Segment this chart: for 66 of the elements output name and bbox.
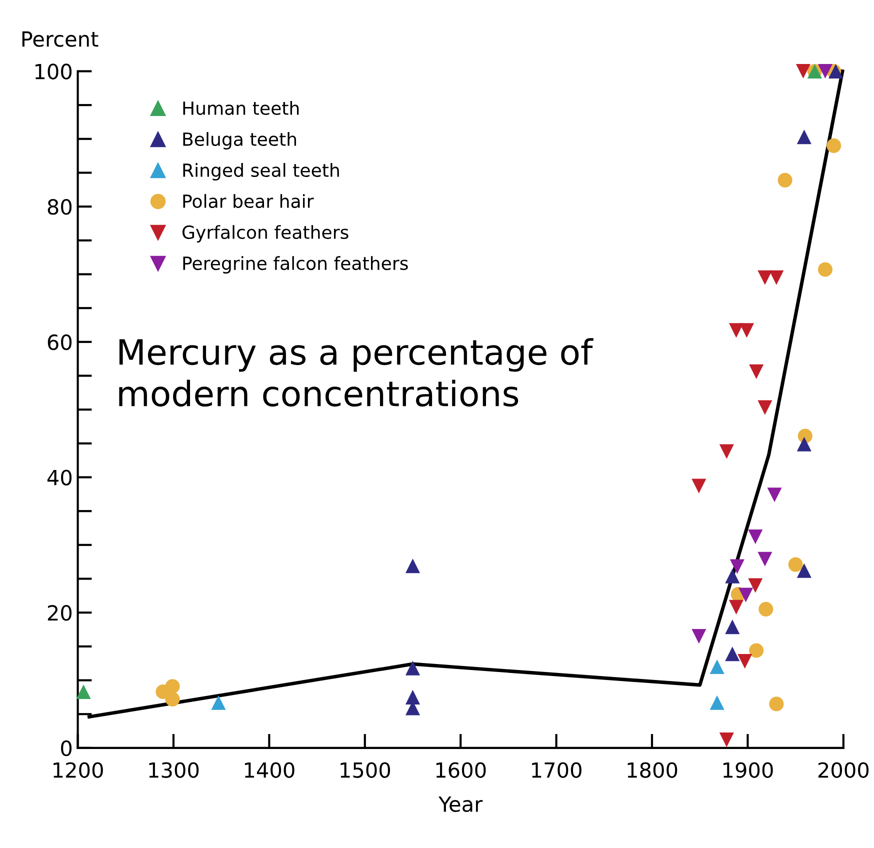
point: [405, 558, 420, 574]
x-tick-label: 1300: [149, 762, 199, 778]
point: [758, 400, 772, 415]
point: [748, 578, 763, 593]
y-tick-label: 40: [47, 470, 72, 486]
annotation: Mercury as a percentage of modern concentrations: [119, 338, 594, 407]
point: [710, 695, 724, 710]
point: [769, 270, 784, 285]
point: [826, 138, 842, 153]
point: [405, 660, 420, 676]
point: [769, 696, 784, 712]
legend-label: Gyrfalcon feathers: [182, 225, 348, 243]
y-tick-label: 100: [35, 64, 72, 80]
point: [692, 628, 706, 644]
point: [818, 64, 833, 79]
point: [758, 552, 772, 566]
legend-label: Polar bear hair: [183, 194, 314, 208]
point: [796, 563, 812, 578]
point: [758, 270, 772, 285]
point: [725, 568, 740, 584]
point: [725, 620, 740, 634]
point: [719, 444, 734, 459]
point: [796, 130, 812, 144]
y-tick-label: 20: [48, 605, 72, 621]
point: [788, 557, 803, 572]
point: [738, 588, 754, 602]
point: [739, 323, 754, 338]
point: [692, 478, 706, 494]
point: [796, 64, 810, 79]
point: [76, 684, 91, 700]
point: [749, 643, 764, 658]
point: [710, 659, 724, 674]
y-tick-label: 0: [61, 740, 72, 756]
point: [749, 364, 764, 379]
point: [165, 679, 180, 694]
point: [728, 600, 744, 614]
y-axis-title: Percent: [22, 31, 98, 47]
point: [725, 646, 740, 662]
point: [405, 690, 420, 704]
point: [738, 654, 752, 669]
point: [728, 323, 744, 338]
point: [818, 262, 833, 277]
point: [758, 602, 774, 616]
point: [730, 559, 744, 574]
y-tick-label: 60: [48, 334, 72, 350]
x-tick-label: 1400: [244, 762, 294, 778]
point: [165, 692, 180, 706]
point: [796, 436, 812, 452]
legend-label: Beluga teeth: [183, 132, 296, 150]
x-tick-label: 1800: [628, 762, 678, 778]
x-tick-label: 1700: [532, 762, 582, 778]
legend-label: Ringed seal teeth: [183, 163, 339, 181]
point: [778, 172, 792, 188]
legend-label: Human teeth: [183, 101, 299, 115]
x-tick-label: 1900: [723, 762, 773, 778]
x-tick-label: 1600: [436, 762, 486, 778]
point: [748, 530, 763, 544]
point: [719, 732, 734, 748]
x-tick-label: 1500: [340, 762, 390, 778]
y-tick-label: 80: [48, 199, 72, 215]
x-tick-label: 2000: [818, 762, 869, 778]
point: [211, 695, 226, 710]
x-tick-label: 1200: [54, 762, 103, 778]
legend-label: Peregrine falcon feathers: [183, 256, 408, 274]
x-axis-title: Year: [438, 796, 483, 812]
point: [767, 488, 782, 502]
